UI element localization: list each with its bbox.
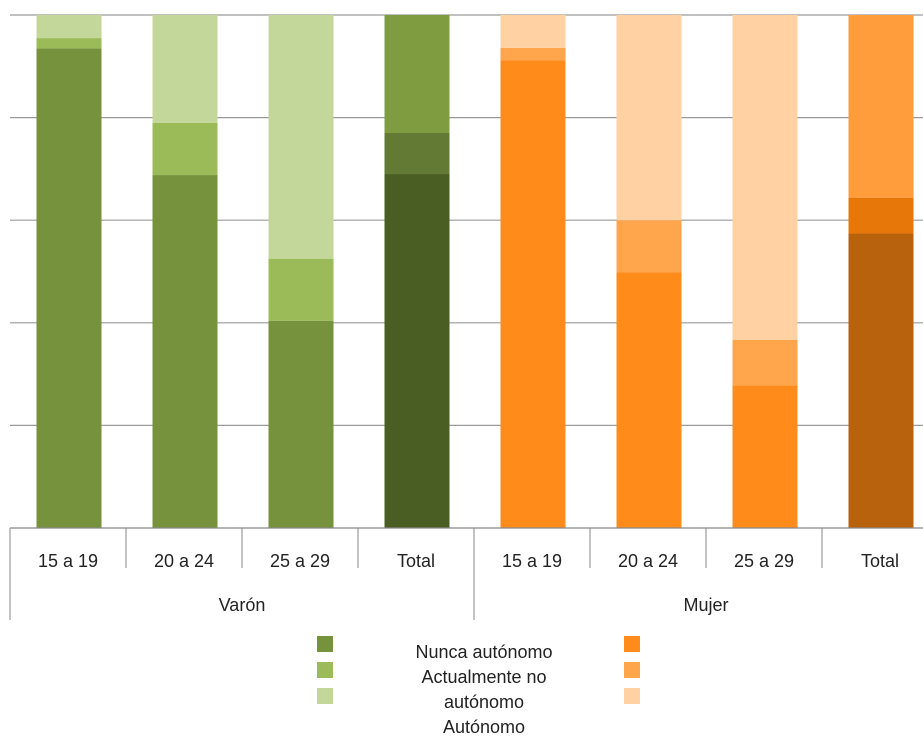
legend: Nunca autónomo Actualmente no autónomo A… (317, 636, 640, 737)
bar-segment (36, 48, 102, 528)
legend-label-line-4: Autónomo (443, 717, 525, 737)
bar-segment (152, 175, 218, 528)
bar-segment (384, 174, 450, 528)
x-tick-label: 20 a 24 (154, 551, 214, 571)
bar-segment (848, 15, 914, 198)
legend-swatch (317, 662, 333, 678)
bar-segment (732, 339, 798, 386)
group-label: Varón (219, 595, 266, 615)
x-tick-label: Total (861, 551, 899, 571)
legend-swatch (624, 636, 640, 652)
legend-label-line-2: Actualmente no (421, 667, 546, 687)
bar-segment (848, 197, 914, 234)
bar-segment (616, 220, 682, 273)
bar-segment (616, 272, 682, 528)
legend-swatch (317, 688, 333, 704)
bar-segment (616, 15, 682, 221)
group-label: Mujer (683, 595, 728, 615)
bar-segment (268, 320, 334, 528)
bar-segment (36, 38, 102, 49)
bar-segment (384, 132, 450, 175)
x-tick-label: 25 a 29 (734, 551, 794, 571)
bar-segment (152, 122, 218, 176)
bar-segment (152, 15, 218, 123)
bars (36, 15, 914, 528)
legend-label-line-1: Nunca autónomo (415, 642, 552, 662)
bar-segment (848, 233, 914, 528)
legend-swatch (624, 688, 640, 704)
x-tick-label: 15 a 19 (502, 551, 562, 571)
x-tick-label: 15 a 19 (38, 551, 98, 571)
bar-segment (732, 385, 798, 528)
bar-segment (36, 15, 102, 39)
legend-swatch (624, 662, 640, 678)
category-axis: 15 a 19 20 a 24 25 a 29 Total Varón 15 a 19 20… (9, 527, 923, 620)
bar-segment (268, 258, 334, 321)
bar-segment (500, 60, 566, 528)
bar-segment (500, 47, 566, 61)
bar-segment (500, 15, 566, 48)
bar-segment (384, 15, 450, 133)
x-tick-label: 20 a 24 (618, 551, 678, 571)
legend-swatch (317, 636, 333, 652)
x-tick-label: 25 a 29 (270, 551, 330, 571)
bar-segment (268, 15, 334, 259)
x-tick-label: Total (397, 551, 435, 571)
legend-label-line-3: autónomo (444, 692, 524, 712)
bar-segment (732, 15, 798, 340)
